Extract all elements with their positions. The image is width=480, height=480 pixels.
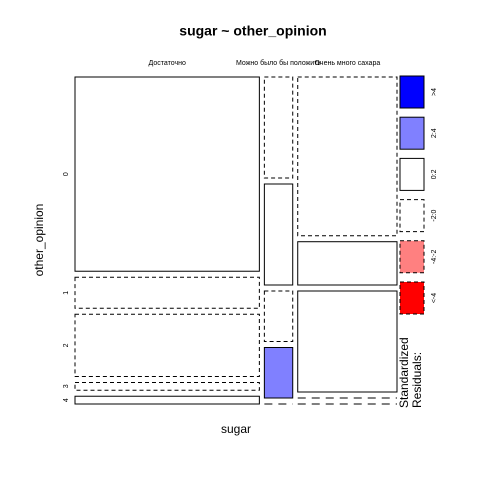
mosaic-cell [263,183,294,286]
mosaic-cell [74,381,260,391]
y-tick-label: 0 [63,172,70,176]
legend-label: 2:4 [431,128,438,138]
x-tick-label: Очень много сахара [314,60,380,67]
legend-label: 0:2 [431,169,438,179]
legend-swatch [399,240,425,274]
legend-label: <-4 [431,293,438,303]
y-axis-label: other_opinion [32,204,46,277]
legend-swatch [399,157,425,191]
legend-swatch [399,116,425,150]
x-tick-label: Достаточно [149,60,186,67]
x-tick-label: Можно было бы положить [236,59,321,67]
mosaic-cell [74,276,260,309]
legend-label: -4:-2 [431,250,438,265]
legend-swatch [399,75,425,109]
x-axis-label: sugar [221,422,251,436]
legend-title: Residuals: [410,352,424,408]
y-tick-label: 2 [63,343,70,347]
mosaic-cell [74,76,260,272]
mosaic-cell [74,313,260,377]
mosaic-cell [74,395,260,405]
y-tick-label: 4 [63,398,70,402]
mosaic-cell [263,347,294,399]
mosaic-cell [263,76,294,179]
legend-label: >4 [431,88,438,96]
legend-swatch [399,281,425,315]
legend-title: Standardized [397,337,411,408]
mosaic-cell [297,290,398,393]
legend-label: -2:0 [431,209,438,221]
chart-title: sugar ~ other_opinion [179,23,326,39]
y-tick-label: 3 [63,384,70,388]
mosaic-cell [297,241,398,286]
legend-swatch [399,199,425,233]
mosaic-cell [263,290,294,342]
y-tick-label: 1 [63,291,70,295]
mosaic-cell [297,76,398,237]
